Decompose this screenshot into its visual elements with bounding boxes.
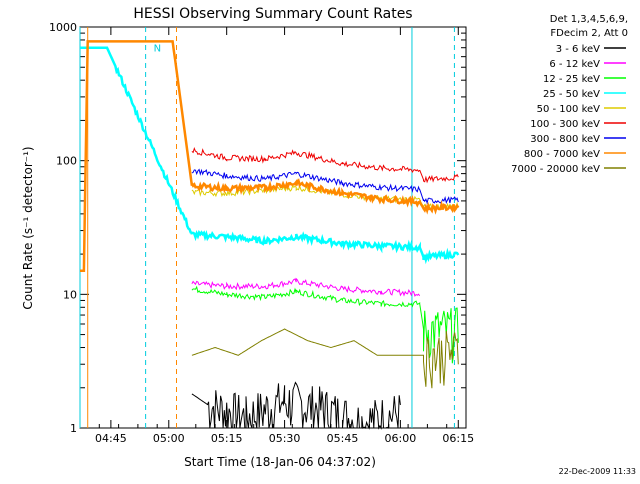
x-axis-label: Start Time (18-Jan-06 04:37:02) bbox=[184, 455, 376, 469]
series-line bbox=[191, 285, 459, 364]
series-5 bbox=[191, 147, 459, 184]
plot-frame bbox=[79, 26, 467, 429]
x-tick-label: 05:15 bbox=[211, 432, 243, 445]
series-line bbox=[191, 328, 459, 389]
x-tick-label: 06:15 bbox=[442, 432, 474, 445]
series-2 bbox=[191, 285, 459, 364]
series-7 bbox=[80, 40, 460, 273]
y-tick-label: 100 bbox=[56, 155, 77, 168]
y-axis-label: Count Rate (s⁻¹ detector⁻¹) bbox=[21, 146, 35, 309]
series-line bbox=[80, 40, 460, 273]
y-tick-label: 10 bbox=[63, 288, 77, 301]
legend-label: 12 - 25 keV bbox=[543, 74, 600, 85]
x-tick-label: 05:30 bbox=[269, 432, 301, 445]
x-tick-label: 04:45 bbox=[95, 432, 127, 445]
x-tick-label: 06:00 bbox=[385, 432, 417, 445]
legend-label: 25 - 50 keV bbox=[543, 89, 600, 100]
series-line bbox=[191, 168, 459, 205]
legend-header: FDecim 2, Att 0 bbox=[550, 28, 628, 39]
x-tick-label: 05:00 bbox=[153, 432, 185, 445]
x-tick-label: 05:45 bbox=[327, 432, 359, 445]
legend-label: 6 - 12 keV bbox=[549, 59, 600, 70]
legend-header: Det 1,3,4,5,6,9, bbox=[550, 14, 628, 25]
series-3 bbox=[80, 46, 460, 265]
series-line bbox=[191, 381, 401, 430]
series-line bbox=[191, 147, 459, 184]
series-8 bbox=[191, 328, 459, 389]
legend-label: 100 - 300 keV bbox=[530, 119, 600, 130]
series-layer: N bbox=[79, 27, 460, 430]
series-6 bbox=[191, 168, 459, 205]
legend-label: 7000 - 20000 keV bbox=[511, 164, 600, 175]
axes: 1 10 100 1000 04:45 05:00 05:15 05:30 05:45 06:00… bbox=[49, 21, 474, 445]
series-line bbox=[191, 277, 421, 297]
annotation-label: N bbox=[154, 44, 161, 55]
series-0 bbox=[191, 381, 401, 430]
y-tick-label: 1000 bbox=[49, 21, 77, 34]
date-stamp: 22-Dec-2009 11:33 bbox=[559, 467, 636, 476]
legend: Det 1,3,4,5,6,9, FDecim 2, Att 0 3 - 6 keV… bbox=[511, 14, 628, 175]
legend-label: 3 - 6 keV bbox=[556, 44, 600, 55]
legend-label: 300 - 800 keV bbox=[530, 134, 600, 145]
series-line bbox=[80, 46, 460, 265]
legend-label: 800 - 7000 keV bbox=[524, 149, 600, 160]
chart-title: HESSI Observing Summary Count Rates bbox=[133, 6, 412, 22]
legend-label: 50 - 100 keV bbox=[537, 104, 601, 115]
series-1 bbox=[191, 277, 421, 297]
y-tick-label: 1 bbox=[70, 422, 77, 435]
